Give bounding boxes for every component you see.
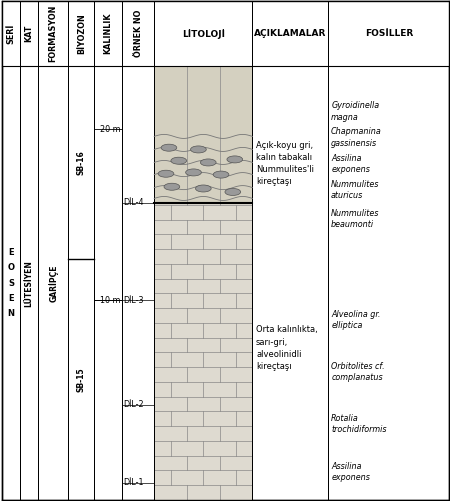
Ellipse shape	[227, 156, 243, 163]
Ellipse shape	[190, 146, 206, 153]
Text: Gyroidinella
magna: Gyroidinella magna	[331, 102, 379, 122]
Text: Orta kalınlıkta,
sarı-gri,
alveolinidli
kireçtaşı: Orta kalınlıkta, sarı-gri, alveolinidli …	[256, 326, 318, 371]
Text: E
O
S
E
N: E O S E N	[8, 248, 15, 318]
Text: Orbitolites cf.
complanatus: Orbitolites cf. complanatus	[331, 362, 385, 382]
Bar	[2, 1, 449, 66]
Text: Alveolina gr.
elliptica: Alveolina gr. elliptica	[331, 310, 381, 330]
Text: Assilina
exponens: Assilina exponens	[331, 461, 370, 482]
Text: 20 m: 20 m	[100, 125, 121, 134]
Ellipse shape	[161, 144, 177, 151]
Ellipse shape	[200, 159, 216, 166]
Ellipse shape	[164, 183, 180, 190]
Text: SB-15: SB-15	[77, 367, 86, 392]
Text: SB-16: SB-16	[77, 150, 86, 175]
Text: Assilina
exponens: Assilina exponens	[331, 153, 370, 174]
Text: FOSİLLER: FOSİLLER	[364, 29, 413, 38]
Text: LİTOLOJİ: LİTOLOJİ	[182, 29, 225, 39]
Text: 10 m: 10 m	[100, 296, 121, 305]
Text: SERİ: SERİ	[7, 24, 16, 44]
Text: FORMASYON: FORMASYON	[49, 5, 58, 62]
Text: AÇIKLAMALAR: AÇIKLAMALAR	[254, 29, 327, 38]
Text: DİL-4: DİL-4	[123, 198, 144, 207]
Text: LÜTESİYEN: LÜTESİYEN	[25, 260, 34, 307]
Bar	[154, 203, 252, 500]
Ellipse shape	[225, 188, 241, 195]
Text: DİL-3: DİL-3	[123, 296, 144, 305]
Ellipse shape	[171, 157, 187, 164]
Bar	[154, 66, 252, 203]
Text: Nummulites
beaumonti: Nummulites beaumonti	[331, 208, 379, 229]
Text: Nummulites
aturicus: Nummulites aturicus	[331, 179, 379, 200]
Text: KAT: KAT	[25, 25, 34, 42]
Ellipse shape	[158, 170, 174, 177]
Text: DİL-1: DİL-1	[123, 478, 144, 487]
Text: DİL-2: DİL-2	[123, 400, 144, 409]
Text: Chapmanina
gassinensis: Chapmanina gassinensis	[331, 127, 382, 148]
Ellipse shape	[195, 185, 211, 192]
Text: Rotalia
trochidiformis: Rotalia trochidiformis	[331, 414, 387, 434]
Text: Açık-koyu gri,
kalın tabakalı
Nummulites'li
kireçtaşı: Açık-koyu gri, kalın tabakalı Nummulites…	[256, 141, 314, 186]
Ellipse shape	[213, 171, 229, 178]
Ellipse shape	[186, 169, 201, 176]
Text: BİYOZON: BİYOZON	[77, 13, 86, 54]
Text: KALINLIK: KALINLIK	[104, 13, 112, 54]
Text: ÖRNEK NO: ÖRNEK NO	[134, 10, 143, 57]
Text: GARİPÇE: GARİPÇE	[48, 265, 58, 302]
